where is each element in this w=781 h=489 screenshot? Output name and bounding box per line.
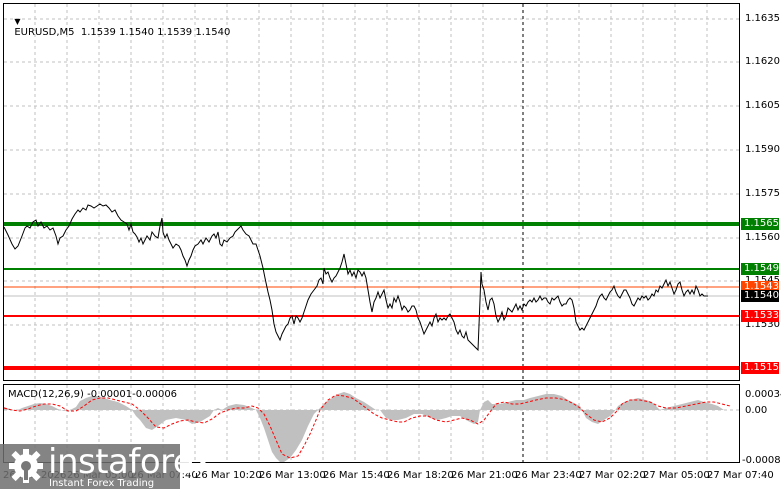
price-chart-panel[interactable]	[3, 3, 740, 381]
macd-signal-line	[3, 394, 731, 459]
instaforex-watermark: instaforex Instant Forex Trading	[0, 442, 213, 489]
time-label: 26 Mar 18:20	[387, 470, 454, 481]
time-label: 27 Mar 02:20	[579, 470, 646, 481]
time-label: 26 Mar 23:40	[515, 470, 582, 481]
macd-tick: 0.00034	[745, 389, 781, 400]
resistance-strong-tag: 1.1565	[741, 218, 779, 230]
time-label: 26 Mar 15:40	[323, 470, 390, 481]
resistance-tag: 1.1549	[741, 263, 779, 275]
brand-tagline: Instant Forex Trading	[49, 478, 155, 489]
horizontal-grid	[4, 18, 739, 411]
dropdown-triangle-icon[interactable]: ▼	[14, 17, 21, 26]
time-label: 26 Mar 21:00	[451, 470, 518, 481]
price-tick: 1.1635	[745, 13, 780, 24]
chart-title[interactable]: ▼ EURUSD,M5 1.1539 1.1540 1.1539 1.1540	[8, 5, 230, 38]
time-label: 26 Mar 13:00	[259, 470, 326, 481]
price-tick: 1.1575	[745, 188, 780, 199]
gear-logo-icon	[9, 449, 43, 483]
price-tick: 1.1560	[745, 232, 780, 243]
macd-histogram	[4, 392, 739, 462]
macd-tick: 0.00	[745, 405, 768, 416]
price-tick: 1.1590	[745, 144, 780, 155]
price-tick: 1.1530	[745, 319, 780, 330]
macd-title: MACD(12,26,9) -0.00001-0.00006	[8, 389, 178, 400]
support-tag: 1.1533	[741, 310, 779, 322]
brand-name: instaforex	[48, 442, 213, 482]
price-tick: 1.1620	[745, 56, 780, 67]
symbol-ohlc: EURUSD,M5 1.1539 1.1540 1.1539 1.1540	[14, 27, 231, 38]
time-label: 27 Mar 07:40	[707, 470, 774, 481]
support-strong-tag: 1.1515	[741, 362, 779, 374]
bid-tag: 1.1540	[741, 290, 779, 302]
price-tick: 1.1605	[745, 100, 780, 111]
price-tick: 1.1545	[745, 275, 780, 287]
macd-tick: -0.00089	[742, 455, 781, 466]
time-label: 26 Mar 10:20	[195, 470, 262, 481]
price-line	[3, 203, 708, 352]
time-label: 27 Mar 05:00	[643, 470, 710, 481]
